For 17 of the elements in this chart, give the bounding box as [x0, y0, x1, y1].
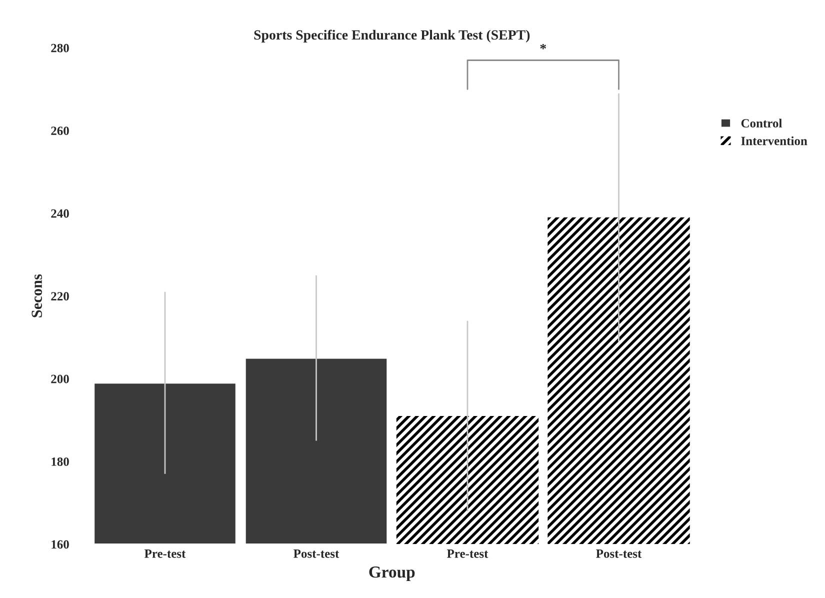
- x-tick-label: Pre-test: [447, 550, 488, 558]
- y-tick-label: 160: [52, 540, 69, 549]
- y-tick-label: 220: [51, 292, 69, 300]
- x-axis-title: Group: [369, 566, 415, 582]
- legend-label: Control: [741, 118, 782, 128]
- y-tick-label: 180: [52, 457, 69, 466]
- y-tick-label: 260: [51, 126, 69, 136]
- y-tick-label: 200: [51, 374, 69, 384]
- legend-label: Intervention: [741, 136, 808, 146]
- y-tick-label: 280: [51, 44, 69, 52]
- chart-title: Sports Specifice Endurance Plank Test (SEPT): [254, 30, 530, 42]
- x-tick-label: Post-test: [294, 550, 340, 558]
- y-tick-label: 240: [51, 209, 69, 218]
- y-axis-title: Secons: [32, 274, 42, 318]
- x-tick-label: Post-test: [596, 550, 642, 558]
- x-tick-label: Pre-test: [144, 550, 186, 558]
- annotation: *: [540, 44, 546, 50]
